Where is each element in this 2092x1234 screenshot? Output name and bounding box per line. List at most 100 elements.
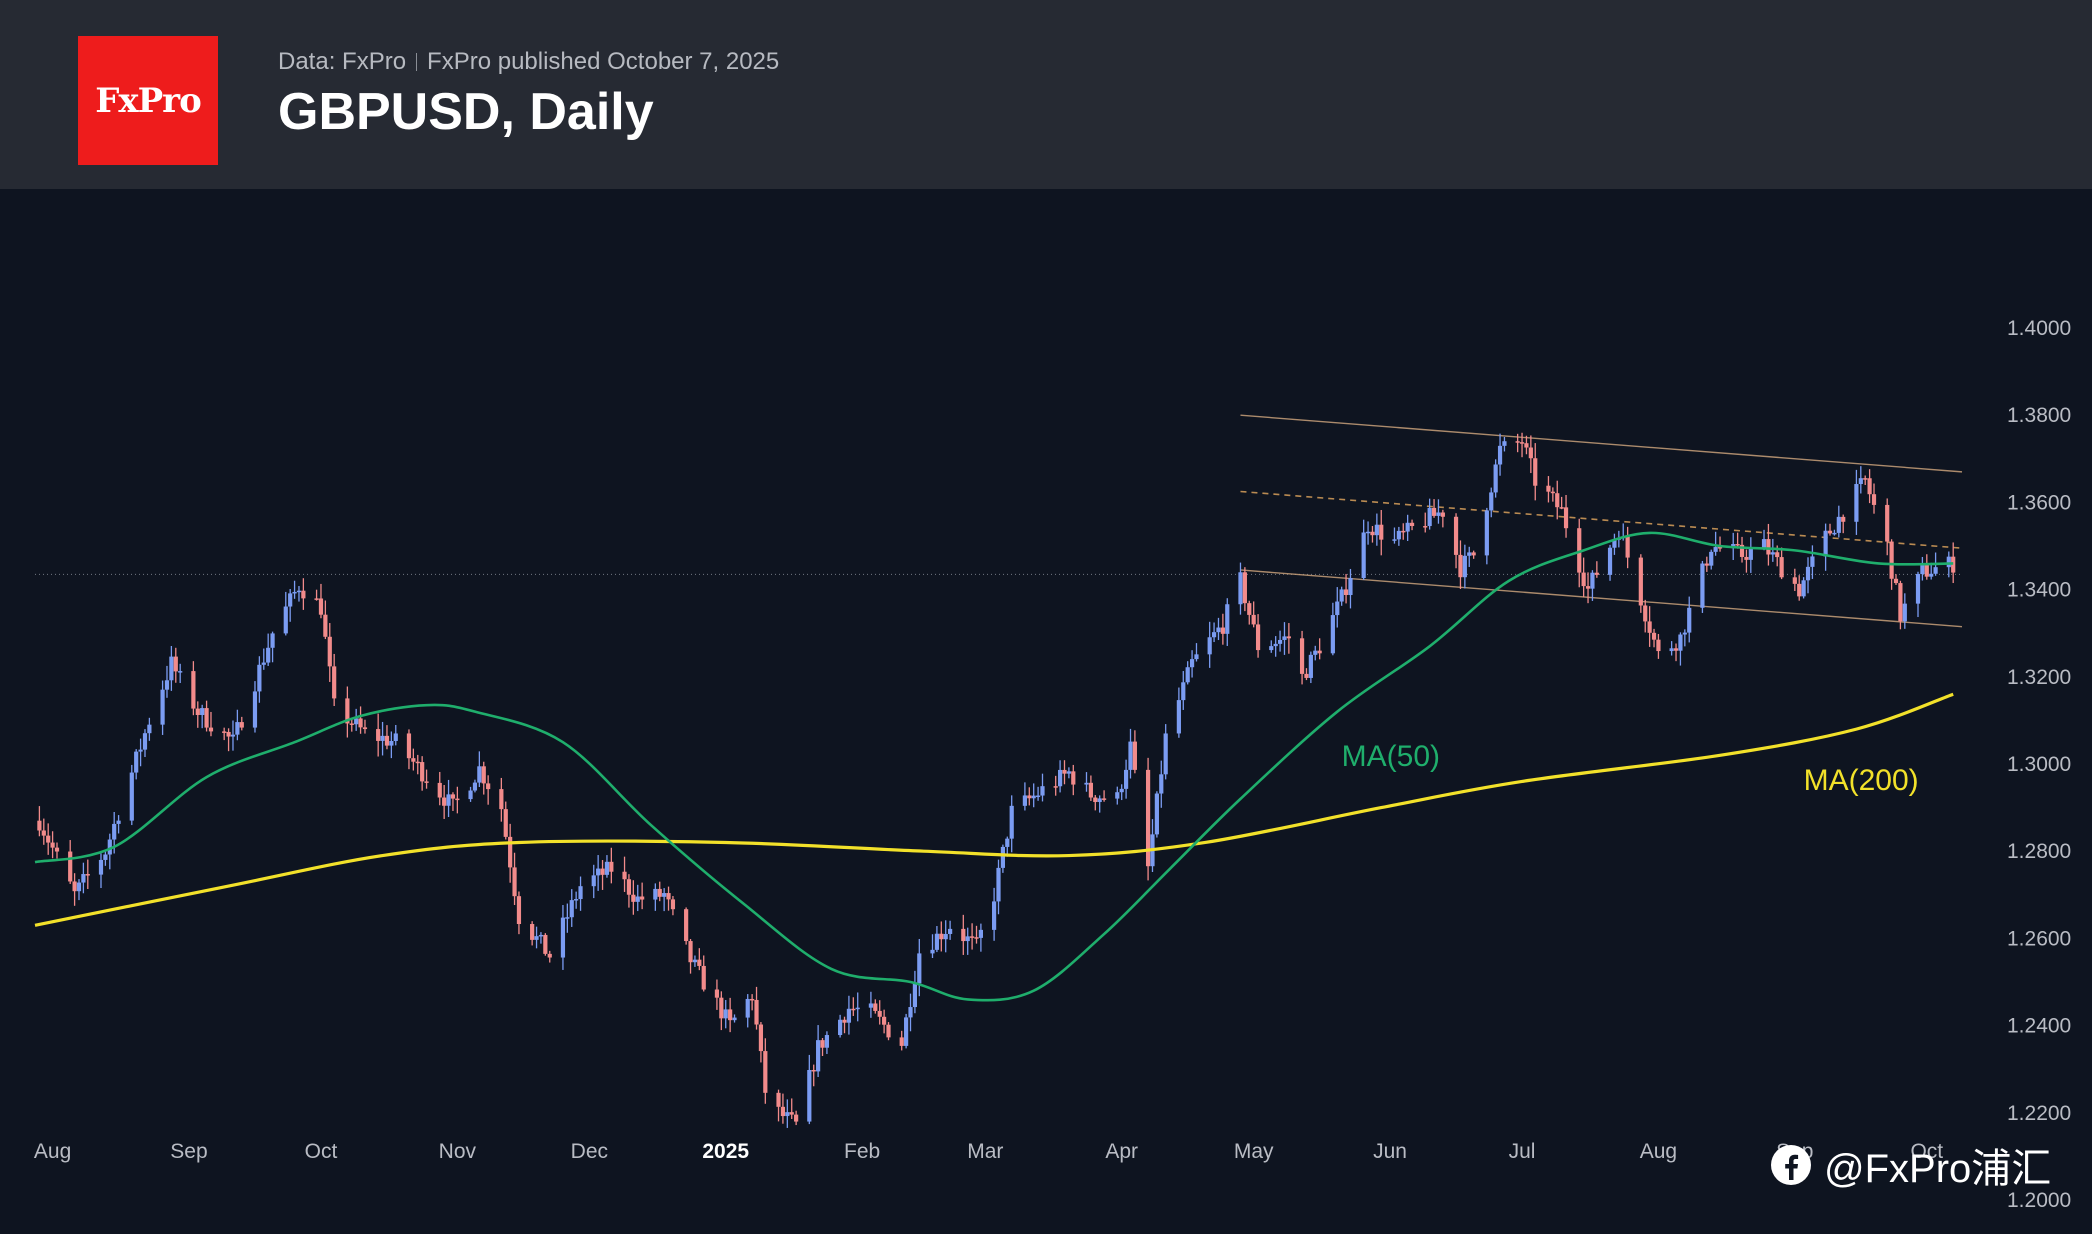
candle-body [1255, 624, 1261, 651]
candle-body [1546, 485, 1551, 492]
candle-body [103, 854, 108, 860]
candle-body [420, 762, 425, 782]
candle-body [1035, 795, 1041, 798]
chart-title: GBPUSD, Daily [278, 83, 654, 141]
candle-body [1687, 607, 1692, 633]
candle-body [37, 820, 42, 831]
candle-body [754, 999, 759, 1025]
candle-body [85, 874, 90, 876]
price-axis: 1.4000 1.3800 1.3600 1.3400 1.3200 1.3000 1.28… [2007, 317, 2071, 1212]
candle-body [1735, 544, 1740, 546]
price-tick-label: 1.4000 [2007, 317, 2071, 340]
candle-body [1273, 643, 1278, 647]
candle-body [728, 1009, 733, 1021]
candle-body [662, 893, 667, 897]
candle-body [1062, 769, 1067, 774]
candle-body [477, 766, 482, 783]
candle-body [763, 1051, 768, 1093]
candle-body [1427, 507, 1432, 527]
candle-body [1713, 547, 1718, 552]
candle-body [499, 789, 504, 810]
candle-body [1863, 478, 1868, 480]
candle-body [904, 1017, 909, 1046]
candle-body [1836, 516, 1841, 533]
candle-body [1717, 547, 1723, 549]
candle-body [1484, 510, 1489, 556]
watermark-text: @FxPro浦汇 [1824, 1147, 2052, 1191]
candle-body [1792, 577, 1797, 584]
price-tick-label: 1.2000 [2007, 1189, 2071, 1212]
candle-body [1238, 572, 1243, 605]
candle-body [1625, 536, 1630, 558]
candle-body [349, 723, 354, 725]
candle-body [1744, 556, 1749, 560]
candle-body [406, 733, 412, 759]
candle-body [1871, 494, 1877, 505]
candle-body [970, 936, 975, 938]
candle-body [1519, 442, 1525, 444]
candle-body [1893, 578, 1899, 584]
price-tick-label: 1.2400 [2007, 1015, 2071, 1038]
candle-body [732, 1017, 737, 1021]
price-chart: MA(50)MA(200) 1.40001.38001.36001.34001.… [34, 317, 2071, 1212]
candle-body [230, 734, 236, 737]
candle-body [1559, 507, 1564, 509]
candle-body [719, 997, 724, 1019]
candle-body [1132, 741, 1137, 770]
candle-body [692, 959, 698, 963]
ma50-label: MA(50) [1342, 740, 1440, 773]
candle-body [1282, 636, 1287, 640]
candle-body [81, 874, 86, 883]
candle-body [1365, 531, 1371, 534]
candle-body [631, 894, 636, 902]
candle-body [750, 998, 755, 1001]
ma50-line [34, 531, 1954, 1002]
candle-body [345, 698, 350, 724]
candle-body [807, 1069, 812, 1122]
candle-body [1088, 782, 1093, 798]
candle-body [76, 882, 82, 892]
candle-body [992, 901, 997, 930]
candle-body [1000, 846, 1005, 868]
candle-body [1277, 639, 1283, 644]
candle-body [1709, 551, 1714, 566]
candle-body [191, 671, 196, 709]
time-tick-label: Nov [439, 1140, 477, 1163]
candle-body [1898, 583, 1903, 622]
candle-body [160, 689, 165, 725]
candle-body [204, 708, 209, 728]
candle-body [842, 1019, 847, 1023]
candle-body [54, 847, 60, 852]
candle-body [1119, 788, 1124, 793]
candle-body [1647, 621, 1652, 633]
candle-body [1612, 539, 1617, 548]
candle-body [917, 953, 922, 984]
candle-body [820, 1040, 825, 1048]
candle-body [961, 928, 966, 942]
candle-body [380, 735, 385, 741]
candle-body [934, 933, 940, 950]
candle-body [1211, 632, 1217, 638]
time-tick-label: May [1234, 1140, 1274, 1163]
candle-body [560, 917, 566, 958]
candle-body [794, 1114, 799, 1122]
candle-body [1317, 650, 1322, 654]
time-tick-label: Mar [967, 1140, 1003, 1163]
candle-body [1247, 603, 1252, 615]
candle-body [789, 1112, 794, 1115]
candle-body [1801, 580, 1806, 597]
candle-body [169, 656, 174, 681]
candle-body [1370, 531, 1375, 536]
candle-body [393, 733, 398, 742]
candle-body [1176, 700, 1181, 734]
watermark: @FxPro浦汇 [1770, 1140, 2051, 1191]
candle-body [1590, 572, 1595, 589]
channel-middle-line [1240, 490, 1963, 549]
candle-body [442, 797, 447, 806]
candle-body [1775, 552, 1780, 558]
candle-body [965, 936, 970, 942]
candle-body [701, 965, 706, 990]
candle-body [1489, 492, 1494, 511]
candle-body [868, 1003, 874, 1008]
candle-body [1299, 638, 1305, 674]
